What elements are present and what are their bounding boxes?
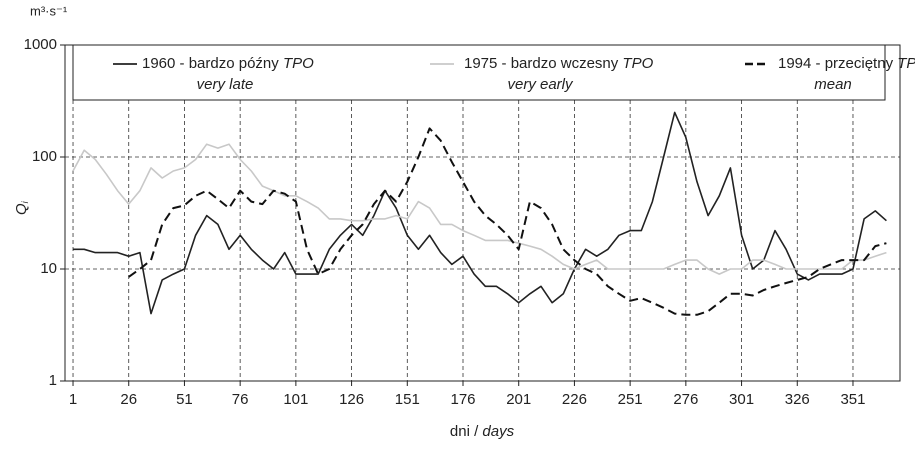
plot-frame (64, 44, 901, 382)
x-tick-label: 351 (840, 391, 865, 408)
x-tick-label: 76 (232, 391, 249, 408)
y-tick-label: 100 (32, 148, 57, 165)
x-tick-label: 326 (785, 391, 810, 408)
legend-label: 1975 - bardzo wczesny TPO (464, 55, 654, 72)
y-label-main: Q (13, 203, 30, 215)
y-tick-label: 1 (49, 372, 57, 389)
x-tick-label: 151 (395, 391, 420, 408)
x-tick-label: 251 (618, 391, 643, 408)
x-tick-label: 301 (729, 391, 754, 408)
y-label: Qi (13, 200, 30, 215)
legend-translation: mean (814, 76, 852, 93)
series-line (73, 111, 887, 315)
x-tick-label: 226 (562, 391, 587, 408)
series-line (128, 127, 887, 316)
series-line (72, 143, 887, 275)
legend-label: 1994 - przeciętny TPO (778, 55, 915, 72)
y-tick-label: 1000 (24, 36, 57, 53)
legend-label: 1960 - bardzo późny TPO (142, 55, 314, 72)
legend-box (72, 44, 886, 101)
x-tick-label: 1 (69, 391, 77, 408)
x-tick-label: 26 (120, 391, 137, 408)
y-tick-label: 10 (40, 260, 57, 277)
y-unit: m³·s⁻¹ (30, 3, 68, 18)
x-tick-label: 201 (506, 391, 531, 408)
x-tick-label: 126 (339, 391, 364, 408)
legend-translation: very early (507, 76, 574, 93)
x-label: dni / days (450, 423, 515, 440)
x-tick-label: 101 (283, 391, 308, 408)
x-tick-label: 276 (673, 391, 698, 408)
legend-translation: very late (197, 76, 254, 93)
x-tick-label: 51 (176, 391, 193, 408)
x-tick-label: 176 (450, 391, 475, 408)
y-label-sub: i (20, 200, 30, 203)
